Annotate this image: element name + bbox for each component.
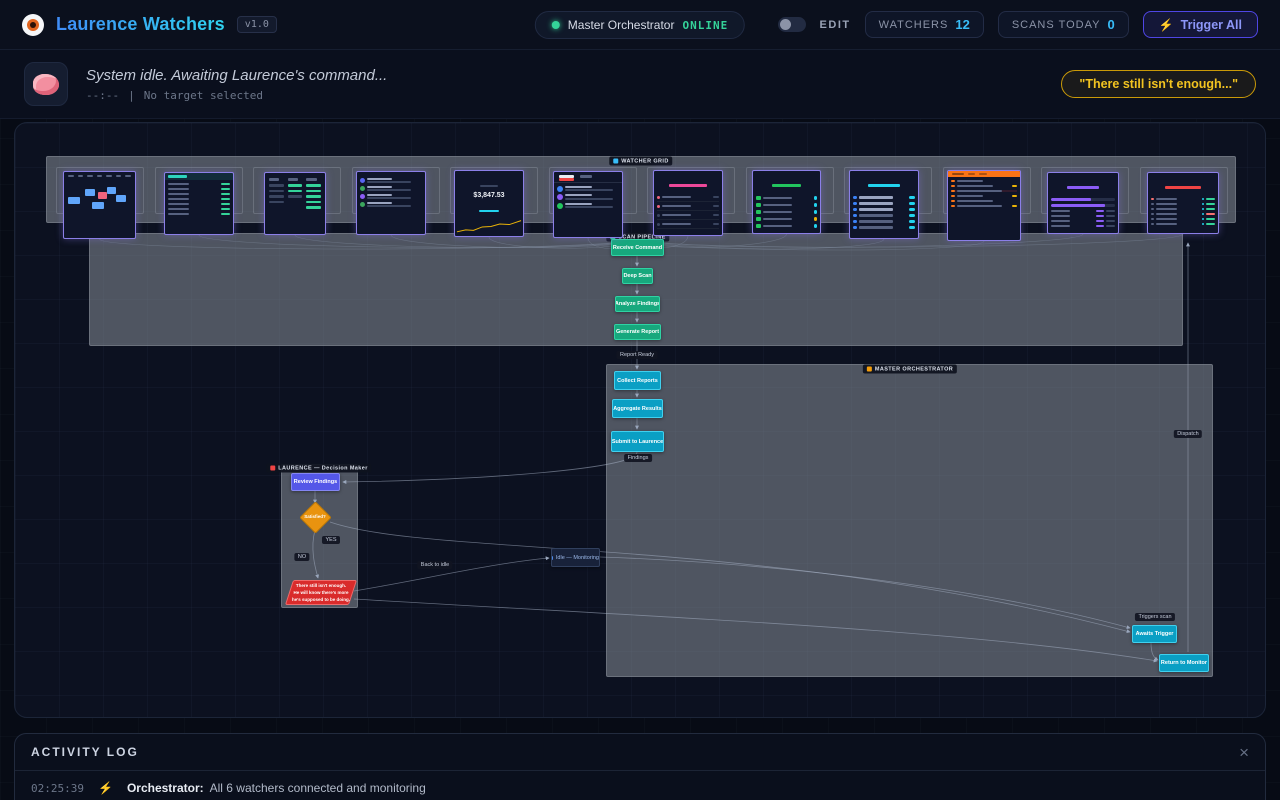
watcher-thumbnail-messages[interactable] bbox=[653, 170, 723, 236]
node-aggregate-results[interactable]: Aggregate Results bbox=[612, 399, 663, 418]
lightning-icon: ⚡ bbox=[1158, 17, 1174, 32]
trigger-all-button[interactable]: ⚡ Trigger All bbox=[1142, 11, 1258, 38]
edge-label-findings: Findings bbox=[624, 454, 652, 462]
watcher-thumbnail-calendar[interactable] bbox=[63, 171, 136, 239]
node-generate-report[interactable]: Generate Report bbox=[614, 324, 661, 340]
node-satisfied-label: Satisfied? bbox=[304, 514, 326, 519]
edge-label-triggers-scan: Triggers scan bbox=[1134, 613, 1176, 621]
watcher-thumbnail-social-feed[interactable] bbox=[553, 171, 623, 238]
edge-label-yes: YES bbox=[321, 536, 341, 544]
node-not-enough-text: There still isn't enough. He will know t… bbox=[291, 583, 351, 602]
node-idle-monitoring[interactable]: Idle — Monitoring bbox=[551, 548, 600, 567]
node-receive-command[interactable]: Receive Command bbox=[611, 239, 664, 256]
separator: | bbox=[128, 88, 135, 102]
node-collect-reports[interactable]: Collect Reports bbox=[614, 371, 661, 390]
scans-today-badge: SCANS TODAY 0 bbox=[997, 11, 1129, 38]
quote-button[interactable]: "There still isn't enough..." bbox=[1061, 70, 1256, 98]
watcher-thumbnail-usage-metrics[interactable] bbox=[1047, 172, 1119, 234]
watcher-thumbnail-kanban-board[interactable] bbox=[264, 172, 326, 235]
eye-logo-icon bbox=[22, 13, 44, 36]
log-entry: 02:25:39 ⚡ Orchestrator: All 6 watchers … bbox=[15, 771, 1265, 800]
system-time: --:-- bbox=[86, 88, 120, 102]
watcher-thumbnail-finance-table[interactable] bbox=[164, 172, 234, 235]
edge-label-dispatch: Dispatch bbox=[1173, 430, 1203, 438]
master-orchestrator-label: MASTER ORCHESTRATOR bbox=[862, 364, 958, 374]
activity-log-title: ACTIVITY LOG bbox=[31, 745, 139, 759]
orchestrator-status: ONLINE bbox=[682, 18, 729, 32]
brain-mini-icon bbox=[866, 366, 872, 372]
node-analyze-findings[interactable]: Analyze Findings bbox=[615, 296, 660, 312]
version-badge: v1.0 bbox=[236, 16, 277, 33]
edit-label: EDIT bbox=[819, 18, 851, 31]
log-time: 02:25:39 bbox=[31, 781, 84, 795]
watchers-label: WATCHERS bbox=[878, 18, 949, 31]
node-deep-scan[interactable]: Deep Scan bbox=[622, 268, 653, 284]
system-message: System idle. Awaiting Laurence's command… bbox=[86, 66, 388, 84]
close-icon[interactable]: × bbox=[1239, 742, 1249, 762]
node-submit-to-laurence[interactable]: Submit to Laurence bbox=[611, 431, 664, 452]
system-status-bar: System idle. Awaiting Laurence's command… bbox=[0, 50, 1280, 119]
watchers-count-badge: WATCHERS 12 bbox=[864, 11, 984, 38]
scans-count: 0 bbox=[1107, 17, 1115, 32]
orchestrator-status-pill: Master Orchestrator ONLINE bbox=[534, 11, 746, 39]
person-icon bbox=[270, 465, 276, 471]
log-message: All 6 watchers connected and monitoring bbox=[209, 781, 426, 795]
watcher-thumbnail-news-board[interactable] bbox=[947, 170, 1021, 241]
edge-label-report-ready: Report Ready bbox=[616, 351, 658, 359]
edge-label-no: NO bbox=[294, 553, 310, 561]
online-dot-icon bbox=[551, 21, 560, 29]
laurence-group-label: LAURENCE — Decision Maker bbox=[266, 463, 372, 473]
flow-canvas[interactable]: WATCHER GRID SCAN PIPELINE MASTER ORCHES… bbox=[14, 122, 1266, 718]
monitor-icon bbox=[613, 158, 619, 164]
log-source: Orchestrator: bbox=[126, 781, 204, 795]
watcher-thumbnail-email-inbox[interactable] bbox=[849, 170, 919, 239]
watchers-count: 12 bbox=[955, 17, 970, 32]
scans-label: SCANS TODAY bbox=[1011, 18, 1101, 31]
brain-icon bbox=[24, 62, 68, 106]
app-title: Laurence Watchers bbox=[56, 14, 225, 34]
lightning-icon: ⚡ bbox=[97, 781, 113, 795]
node-review-findings[interactable]: Review Findings bbox=[291, 473, 340, 491]
app-header: Laurence Watchers v1.0 Master Orchestrat… bbox=[0, 0, 1280, 50]
activity-log-panel: ACTIVITY LOG × 02:25:39 ⚡ Orchestrator: … bbox=[14, 733, 1266, 800]
node-awaits-trigger[interactable]: Awaits Trigger bbox=[1132, 625, 1177, 643]
edge-label-back-to-idle: Back to idle bbox=[417, 561, 453, 569]
trigger-all-label: Trigger All bbox=[1180, 17, 1242, 32]
edit-toggle[interactable] bbox=[777, 17, 806, 32]
target-status: No target selected bbox=[143, 88, 263, 102]
watcher-thumbnail-chat-list[interactable] bbox=[752, 170, 821, 234]
orchestrator-label: Master Orchestrator bbox=[567, 18, 675, 32]
node-return-to-monitor[interactable]: Return to Monitor bbox=[1159, 654, 1209, 672]
watcher-thumbnail-status-table[interactable] bbox=[1147, 172, 1219, 234]
watcher-thumbnail-portfolio-chart[interactable]: $3,847.53 bbox=[454, 170, 524, 237]
idle-dot-icon bbox=[552, 555, 553, 560]
watcher-grid-label: WATCHER GRID bbox=[609, 156, 673, 166]
group-master-orchestrator[interactable] bbox=[606, 364, 1213, 677]
watcher-thumbnail-discord-chat[interactable] bbox=[356, 171, 426, 235]
toggle-knob bbox=[779, 19, 791, 30]
